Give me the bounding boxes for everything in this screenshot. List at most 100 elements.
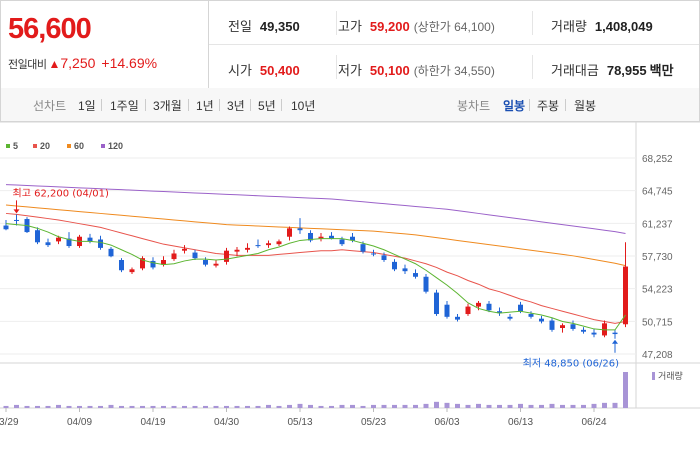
candle-body bbox=[591, 332, 597, 335]
candle-body bbox=[444, 304, 450, 317]
low-value: 50,100 bbox=[369, 63, 410, 78]
ma5-line bbox=[5, 223, 626, 331]
high-value: 59,200 bbox=[369, 19, 410, 34]
stock-summary: 56,600 전일대비 ▲7,250 +14.69% 전일 49,350 고가 59,2… bbox=[0, 0, 700, 89]
open-price: 시가 50,400 bbox=[228, 60, 300, 79]
volume-bar bbox=[287, 404, 292, 408]
candle-body bbox=[119, 260, 124, 271]
change-value: 7,250 bbox=[60, 55, 96, 71]
low-label: 저가 bbox=[338, 63, 362, 78]
volume-label: 거래량 bbox=[551, 19, 587, 34]
volume-bar bbox=[381, 404, 387, 408]
volume-bar bbox=[77, 405, 82, 408]
prev-close: 전일 49,350 bbox=[228, 16, 300, 35]
price-chart[interactable]: 68,252 64,745 61,237 57,730 54,223 50,715 47,2… bbox=[0, 122, 700, 450]
candle-body bbox=[87, 237, 93, 242]
info-divider bbox=[336, 11, 337, 35]
candle-body bbox=[276, 241, 282, 245]
change-percent: +14.69% bbox=[101, 55, 158, 71]
legend-label: 60 bbox=[74, 141, 84, 151]
volume-bar bbox=[339, 404, 345, 408]
volume-bar bbox=[539, 404, 544, 408]
volume-bar bbox=[14, 404, 19, 408]
period-5y[interactable]: 5년 bbox=[258, 99, 276, 113]
period-1y[interactable]: 1년 bbox=[196, 99, 214, 113]
candle-body bbox=[350, 236, 355, 241]
candle-body bbox=[308, 232, 313, 241]
volume-bar bbox=[182, 405, 187, 408]
open-value: 50,400 bbox=[259, 63, 300, 78]
amount-label: 거래대금 bbox=[551, 63, 599, 78]
volume-bar bbox=[66, 405, 72, 408]
candle-body bbox=[255, 245, 261, 247]
volume-bar bbox=[3, 405, 9, 408]
volume-bar bbox=[245, 405, 250, 408]
candle-body bbox=[371, 253, 376, 255]
volume-bar bbox=[528, 404, 534, 408]
high-label: 고가 bbox=[338, 19, 362, 34]
candle-body bbox=[329, 235, 334, 239]
candle-body bbox=[245, 247, 250, 250]
y-tick-label: 64,745 bbox=[642, 187, 673, 198]
info-divider bbox=[336, 55, 337, 79]
volume-bar bbox=[171, 405, 177, 408]
volume-value: 1,408,049 bbox=[594, 19, 653, 34]
volume-bar bbox=[266, 404, 271, 408]
period-3y[interactable]: 3년 bbox=[227, 99, 245, 113]
candle-body bbox=[129, 269, 135, 273]
candle-body bbox=[413, 273, 418, 277]
toolbar-divider bbox=[565, 99, 566, 111]
volume-legend-label: 거래량 bbox=[658, 370, 683, 382]
period-10y[interactable]: 10년 bbox=[291, 99, 316, 113]
volume-bar bbox=[129, 405, 135, 408]
amount-value: 78,955 bbox=[606, 63, 647, 78]
candle-body bbox=[360, 244, 366, 252]
candle-body bbox=[497, 311, 502, 314]
volume-bar bbox=[581, 404, 586, 408]
legend-label: 120 bbox=[108, 141, 123, 151]
candle-body bbox=[402, 268, 408, 272]
candle-body bbox=[560, 325, 565, 328]
x-tick-label: 05/23 bbox=[361, 417, 386, 428]
candle-body bbox=[213, 263, 219, 266]
volume-bar bbox=[87, 405, 93, 408]
period-3m[interactable]: 3개월 bbox=[153, 99, 182, 113]
volume-bar bbox=[392, 404, 397, 408]
toolbar-divider bbox=[250, 99, 251, 111]
toolbar-divider bbox=[145, 99, 146, 111]
candle-body bbox=[35, 230, 40, 243]
volume-bar bbox=[486, 404, 492, 408]
volume-bar bbox=[213, 405, 219, 408]
volume-bar bbox=[444, 402, 450, 408]
legend-swatch bbox=[67, 144, 71, 148]
volume-bar bbox=[423, 403, 429, 408]
y-tick-label: 68,252 bbox=[642, 154, 673, 165]
candle-body bbox=[266, 243, 271, 246]
volume-bar bbox=[350, 404, 355, 408]
volume-bar bbox=[234, 405, 240, 408]
upper-limit: (상한가 64,100) bbox=[413, 20, 495, 34]
price-box: 56,600 전일대비 ▲7,250 +14.69% bbox=[1, 1, 209, 88]
candle-body bbox=[56, 237, 61, 242]
period-1w[interactable]: 1주일 bbox=[110, 99, 139, 113]
candle-body bbox=[465, 306, 471, 315]
candle-body bbox=[150, 260, 156, 268]
open-label: 시가 bbox=[228, 63, 252, 78]
candle-body bbox=[507, 316, 513, 319]
volume-bar bbox=[276, 405, 282, 408]
candle-body bbox=[581, 329, 586, 332]
candle-daily[interactable]: 일봉 bbox=[503, 99, 526, 113]
low-arrow-icon bbox=[612, 339, 618, 344]
candle-monthly[interactable]: 월봉 bbox=[574, 99, 597, 113]
candle-body bbox=[318, 236, 324, 239]
volume-bar bbox=[560, 404, 565, 408]
candle-body bbox=[339, 239, 345, 245]
x-tick-label: 04/30 bbox=[214, 417, 239, 428]
volume-bar bbox=[45, 405, 51, 408]
candle-body bbox=[203, 260, 208, 265]
volume-bar bbox=[108, 404, 114, 408]
candle-body bbox=[539, 318, 544, 322]
candle-body bbox=[140, 258, 145, 269]
period-1d[interactable]: 1일 bbox=[78, 99, 96, 113]
candle-weekly[interactable]: 주봉 bbox=[537, 99, 560, 113]
